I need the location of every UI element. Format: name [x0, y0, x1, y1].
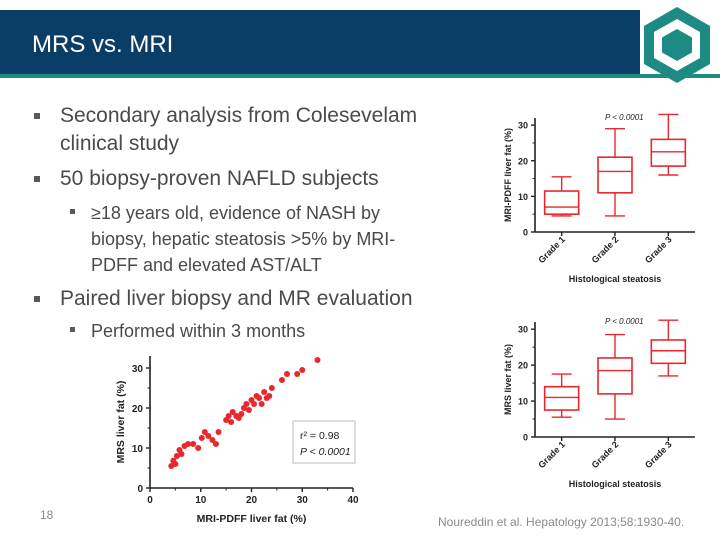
scatter-chart: 0 10 20 30 40 0 10 20 30 MRI-PDFF liver fat (%) MR… — [115, 356, 359, 525]
data-point — [243, 401, 250, 407]
data-point — [268, 385, 275, 391]
data-point — [172, 461, 179, 467]
box — [597, 357, 633, 395]
hexagon-logo-icon — [644, 7, 710, 83]
data-point — [215, 429, 222, 435]
x-axis-label: Histological steatosis — [569, 274, 662, 284]
box-plot-mrs: 0 10 20 30 Grade 1 Grade 2 Grade 3 P < 0.0001 Hi… — [503, 317, 695, 489]
category-label: Grade 3 — [643, 439, 674, 470]
box — [650, 339, 687, 365]
accent-line — [0, 74, 720, 78]
slide-header: MRS vs. MRI — [0, 0, 720, 83]
data-point — [205, 433, 212, 439]
bullet-text: PDFF and elevated AST/ALT — [91, 255, 322, 275]
bullet-marker — [34, 176, 40, 182]
bullet-text: ≥18 years old, evidence of NASH by — [91, 203, 381, 223]
y-tick-label: 30 — [132, 364, 144, 375]
title-band — [0, 10, 640, 74]
bullet-l1: Paired liver biopsy and MR evaluation — [60, 285, 413, 313]
bullet-text: clinical study — [60, 132, 180, 155]
data-point — [284, 371, 291, 377]
data-point — [261, 389, 268, 395]
data-point — [278, 377, 285, 383]
data-point — [198, 435, 205, 441]
x-tick-label: 30 — [297, 495, 309, 506]
data-point — [225, 413, 232, 419]
r-squared-label: r² = 0.98 — [300, 430, 340, 442]
data-point — [299, 367, 306, 373]
y-tick-label: 10 — [518, 192, 528, 202]
data-point — [258, 401, 265, 407]
data-point — [212, 441, 219, 447]
x-tick-label: 10 — [195, 495, 207, 506]
bullet-text: 50 biopsy-proven NAFLD subjects — [60, 167, 379, 190]
y-tick-label: 10 — [132, 444, 144, 455]
y-axis-label: MRS liver fat (%) — [115, 381, 127, 464]
x-tick-label: 40 — [347, 495, 359, 506]
y-tick-label: 30 — [518, 121, 528, 131]
slide-title: MRS vs. MRI — [32, 31, 174, 58]
data-point — [209, 437, 216, 443]
y-tick-label: 0 — [523, 433, 528, 443]
bullet-l2: ≥18 years old, evidence of NASH by biops… — [91, 200, 395, 278]
bullet-marker — [70, 327, 75, 332]
y-tick-label: 10 — [518, 397, 528, 407]
y-tick-label: 30 — [518, 325, 528, 335]
data-point — [185, 441, 192, 447]
data-point — [201, 429, 208, 435]
y-axis-label: MRS liver fat (%) — [503, 344, 513, 415]
bullet-marker — [34, 113, 40, 119]
category-label: Grade 2 — [590, 439, 621, 470]
box-plot-mri-pdff: 0 10 20 30 Grade 1 Grade 2 Grade 3 P < 0.0001 Hi… — [503, 113, 695, 284]
data-point — [266, 393, 273, 399]
bullet-text: biopsy, hepatic steatosis >5% by MRI- — [91, 229, 396, 249]
p-value-title: P < 0.0001 — [605, 317, 644, 326]
y-axis-label: MRI-PDFF liver fat (%) — [503, 128, 513, 222]
bullet-marker — [34, 296, 40, 302]
data-point — [229, 409, 236, 415]
y-tick-label: 0 — [137, 484, 143, 495]
bullet-marker — [70, 209, 75, 214]
data-point — [256, 395, 263, 401]
data-point — [314, 357, 321, 363]
bullet-text: Secondary analysis from Colesevelam — [60, 104, 418, 127]
x-axis-label: Histological steatosis — [569, 479, 662, 489]
citation: Noureddin et al. Hepatology 2013;58:1930… — [438, 515, 685, 529]
data-point — [190, 441, 197, 447]
category-label: Grade 1 — [536, 234, 567, 265]
y-tick-label: 20 — [518, 361, 528, 371]
box — [597, 156, 633, 194]
data-point — [251, 401, 258, 407]
bullet-text: Paired liver biopsy and MR evaluation — [60, 287, 413, 310]
bullet-l1: Secondary analysis from Colesevelam clin… — [60, 102, 417, 158]
data-point — [195, 445, 202, 451]
x-tick-label: 0 — [147, 495, 153, 506]
data-point — [228, 419, 235, 425]
p-value-title: P < 0.0001 — [605, 113, 644, 122]
box — [543, 190, 580, 215]
x-axis-label: MRI-PDFF liver fat (%) — [197, 513, 307, 525]
box — [650, 138, 687, 167]
data-point — [245, 407, 252, 413]
category-label: Grade 1 — [536, 439, 567, 470]
annotation-box — [292, 420, 356, 464]
y-tick-label: 20 — [518, 156, 528, 166]
x-tick-label: 20 — [246, 495, 258, 506]
data-point — [238, 411, 245, 417]
data-point — [178, 451, 185, 457]
y-tick-label: 0 — [523, 228, 528, 238]
data-point — [294, 371, 301, 377]
y-tick-label: 20 — [132, 404, 144, 415]
page-number: 18 — [40, 508, 54, 522]
data-point — [173, 453, 180, 459]
category-label: Grade 2 — [590, 234, 621, 265]
bullet-text: Performed within 3 months — [91, 321, 306, 341]
box — [543, 385, 580, 411]
category-label: Grade 3 — [643, 234, 674, 265]
p-value-label: P < 0.0001 — [300, 446, 351, 458]
bullet-l1: 50 biopsy-proven NAFLD subjects — [60, 165, 379, 193]
bullet-l2: Performed within 3 months — [91, 318, 305, 344]
